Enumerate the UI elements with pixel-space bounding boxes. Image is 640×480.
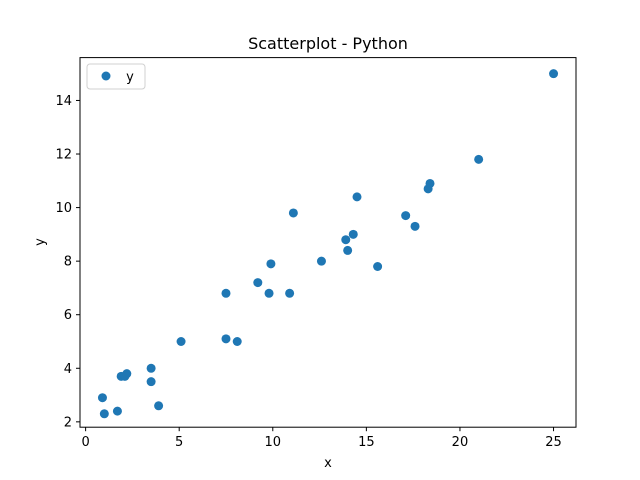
data-point — [99, 409, 109, 419]
y-tick-label: 6 — [64, 308, 72, 323]
legend-box — [86, 63, 146, 90]
y-tick-label: 2 — [64, 415, 72, 430]
x-tick-label: 25 — [545, 435, 562, 450]
y-axis-label: y — [33, 238, 48, 246]
data-point — [112, 406, 122, 416]
y-tick-label: 8 — [64, 255, 72, 270]
data-point — [373, 262, 383, 272]
data-point — [176, 336, 186, 346]
x-ticks-layer: 0 5 10 15 20 25 — [81, 427, 562, 450]
data-point — [549, 69, 559, 79]
legend-label: y — [126, 70, 134, 85]
y-tick-label: 14 — [55, 94, 72, 109]
data-point — [221, 334, 231, 344]
points-layer — [97, 69, 559, 419]
data-point — [343, 245, 353, 255]
x-tick-label: 10 — [265, 435, 282, 450]
x-tick-label: 15 — [358, 435, 375, 450]
data-point — [221, 288, 231, 298]
data-point — [264, 288, 274, 298]
data-point — [474, 154, 484, 164]
y-tick-label: 10 — [55, 201, 72, 216]
data-point — [288, 208, 298, 218]
data-point — [341, 235, 351, 245]
y-tick-label: 12 — [55, 148, 72, 163]
legend: y — [86, 63, 146, 90]
data-point — [352, 192, 362, 202]
data-point — [410, 221, 420, 231]
y-ticks-layer: 2 4 6 8 10 12 14 — [55, 94, 80, 430]
data-point — [401, 211, 411, 221]
data-point — [122, 369, 132, 379]
x-tick-label: 5 — [175, 435, 183, 450]
data-point — [154, 401, 164, 411]
chart-title: Scatterplot - Python — [248, 34, 408, 53]
data-point — [425, 178, 435, 188]
data-point — [146, 377, 156, 387]
x-tick-label: 0 — [81, 435, 89, 450]
x-tick-label: 20 — [452, 435, 469, 450]
data-point — [316, 256, 326, 266]
data-point — [97, 393, 107, 403]
data-point — [348, 229, 358, 239]
x-axis-label: x — [324, 456, 332, 471]
data-point — [253, 278, 263, 288]
y-tick-label: 4 — [64, 362, 72, 377]
data-point — [232, 336, 242, 346]
plot-area — [79, 57, 577, 428]
data-point — [146, 363, 156, 373]
data-point — [285, 288, 295, 298]
data-point — [266, 259, 276, 269]
legend-marker — [101, 71, 111, 81]
